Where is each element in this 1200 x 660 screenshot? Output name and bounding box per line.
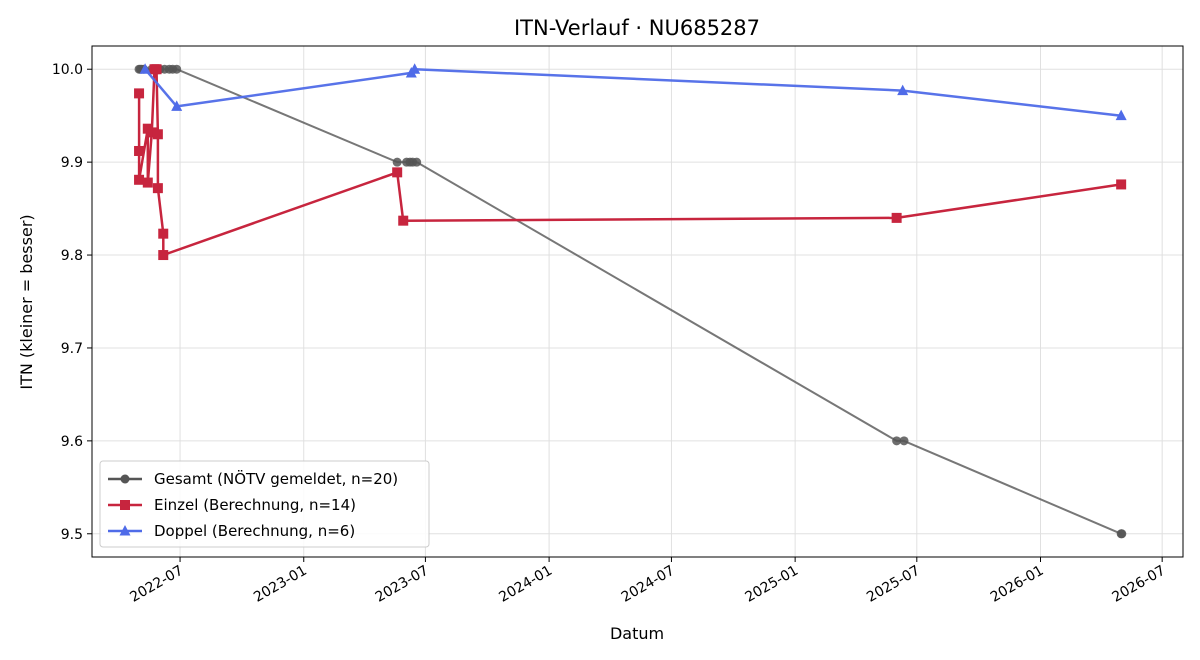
data-point: [1117, 529, 1127, 539]
data-point: [172, 64, 182, 74]
data-point: [891, 212, 902, 223]
data-point: [897, 84, 909, 96]
legend-marker: [119, 525, 131, 536]
series-square: [134, 64, 1127, 261]
data-point: [398, 215, 409, 226]
y-tick-label: 9.5: [61, 527, 83, 543]
series-triangle: [139, 63, 1127, 121]
plot-frame: [91, 45, 1184, 558]
legend-marker: [120, 474, 130, 484]
legend-entry: Einzel (Berechnung, n=14): [108, 496, 356, 514]
data-point: [151, 64, 162, 75]
data-point: [392, 167, 403, 178]
chart-title: ITN-Verlauf · NU685287: [514, 16, 760, 40]
data-point: [134, 174, 145, 185]
data-point: [1116, 179, 1127, 190]
legend-entry: Gesamt (NÖTV gemeldet, n=20): [108, 469, 398, 488]
data-point: [134, 145, 145, 156]
data-point: [392, 157, 402, 167]
data-point: [139, 63, 151, 74]
data-point: [152, 129, 163, 140]
data-point: [158, 228, 169, 239]
grid-layer: [92, 46, 1183, 557]
legend-marker: [120, 500, 130, 510]
legend-label: Doppel (Berechnung, n=6): [154, 522, 355, 540]
data-point: [409, 63, 421, 74]
data-point: [134, 88, 145, 99]
legend-box: [99, 460, 430, 548]
y-tick-label: 9.7: [61, 341, 83, 357]
legend: Gesamt (NÖTV gemeldet, n=20) Einzel (Bere…: [99, 460, 430, 548]
data-point: [1115, 109, 1127, 121]
data-point: [899, 436, 909, 446]
y-tick-label: 10.0: [52, 62, 83, 78]
legend-label: Einzel (Berechnung, n=14): [154, 496, 356, 514]
data-point: [892, 436, 902, 446]
data-point: [158, 250, 169, 261]
y-tick-label: 9.9: [61, 155, 83, 171]
legend-label: Gesamt (NÖTV gemeldet, n=20): [154, 469, 398, 488]
data-point: [146, 127, 157, 138]
y-tick-label: 9.8: [61, 248, 83, 264]
data-point: [152, 183, 163, 194]
legend-entry: Doppel (Berechnung, n=6): [108, 522, 355, 540]
series-layer: [134, 63, 1127, 539]
x-axis-label: Datum: [610, 624, 664, 643]
data-point: [412, 157, 422, 167]
data-point: [171, 100, 183, 111]
y-tick-label: 9.6: [61, 434, 83, 450]
y-axis-label: ITN (kleiner = besser): [17, 214, 36, 389]
data-point: [142, 177, 153, 188]
